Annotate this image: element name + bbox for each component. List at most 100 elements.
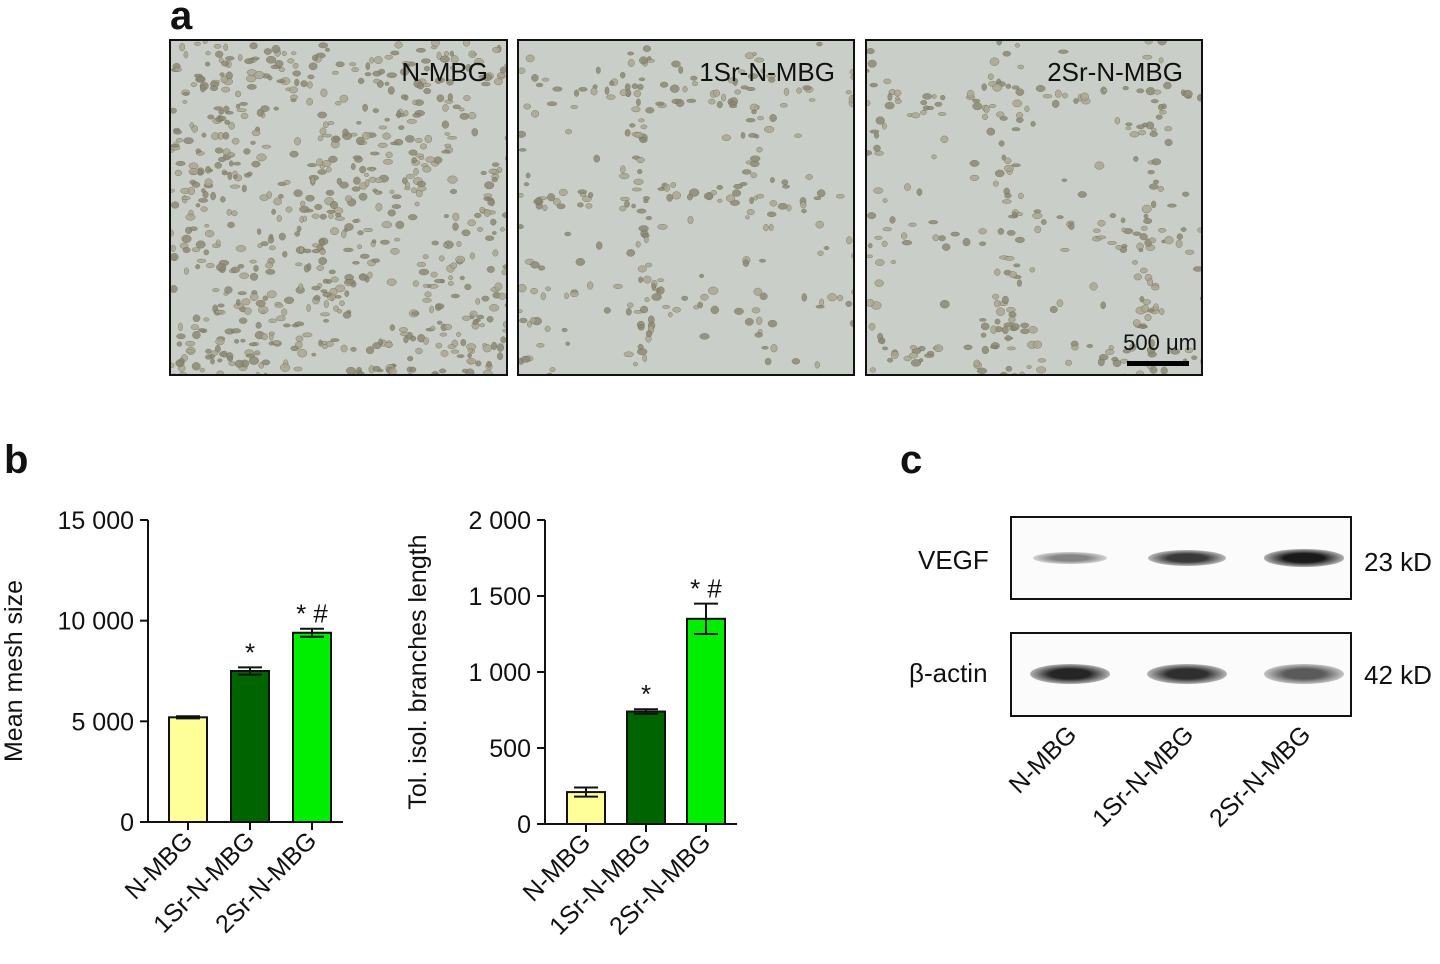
cell — [867, 243, 873, 249]
cell — [492, 249, 499, 257]
cell — [980, 332, 987, 338]
cell — [431, 41, 440, 47]
cell — [816, 41, 823, 47]
cell — [497, 352, 504, 361]
cell — [767, 319, 778, 328]
cell — [682, 85, 688, 93]
bar — [168, 716, 208, 824]
cell — [422, 165, 432, 173]
cell — [250, 140, 256, 145]
cell — [199, 367, 206, 373]
cell — [436, 51, 442, 60]
bar — [292, 631, 332, 823]
cell — [638, 225, 649, 232]
cell — [671, 60, 681, 68]
cell — [387, 209, 396, 217]
cell — [326, 209, 336, 214]
blot-band — [1030, 664, 1110, 684]
cell — [625, 307, 632, 316]
cell — [398, 125, 405, 130]
cell — [732, 189, 742, 197]
cell — [520, 355, 531, 363]
cell — [595, 241, 603, 250]
cell — [322, 292, 332, 298]
cell — [268, 318, 278, 324]
cell — [656, 286, 665, 295]
cell — [188, 168, 199, 176]
cell — [203, 317, 210, 322]
cell — [1042, 94, 1053, 99]
cell — [639, 56, 648, 65]
cell — [220, 196, 226, 203]
cell — [754, 134, 760, 139]
cell — [805, 174, 813, 180]
cell — [1001, 326, 1009, 335]
cell — [345, 366, 357, 374]
cell — [399, 68, 410, 76]
cell — [273, 106, 280, 111]
cell — [390, 247, 400, 255]
cell — [519, 130, 527, 138]
cell — [244, 307, 252, 315]
cell — [226, 208, 232, 216]
cell — [316, 158, 324, 167]
cell — [363, 172, 370, 177]
cell — [486, 360, 492, 368]
cell — [378, 338, 384, 346]
cell — [609, 80, 615, 86]
cell — [411, 187, 417, 194]
cell — [1004, 336, 1014, 341]
cell — [491, 162, 500, 167]
cell — [386, 278, 397, 286]
cell — [218, 115, 227, 121]
cell — [1058, 49, 1069, 54]
cell — [411, 157, 417, 164]
blot-size-label-actin: 42 kD — [1364, 660, 1432, 690]
cell — [369, 56, 375, 64]
cell — [637, 265, 647, 273]
cell — [261, 333, 268, 341]
cell — [339, 181, 349, 189]
cell — [319, 213, 327, 220]
cell — [1001, 199, 1012, 204]
cell — [237, 291, 247, 296]
cell — [1202, 179, 1203, 186]
cell — [990, 325, 997, 334]
cell — [195, 203, 201, 208]
cell — [369, 167, 376, 172]
cell — [285, 206, 293, 213]
cell — [209, 85, 219, 92]
cell — [227, 221, 235, 229]
cell — [637, 83, 644, 91]
cell — [299, 246, 304, 254]
cell — [565, 128, 572, 135]
cell — [585, 203, 593, 209]
cell — [770, 344, 778, 353]
cell — [988, 104, 997, 109]
cell — [1122, 85, 1129, 91]
cell — [1157, 41, 1167, 46]
cell — [777, 202, 788, 210]
cell — [1032, 340, 1043, 349]
cell — [372, 78, 381, 84]
cell — [218, 156, 226, 163]
cell — [651, 283, 657, 291]
cell — [203, 249, 210, 256]
cell — [1015, 112, 1024, 119]
cell — [386, 72, 398, 79]
cell — [998, 140, 1005, 147]
cell — [215, 50, 224, 58]
cell — [235, 90, 242, 98]
cell — [986, 127, 996, 136]
cell — [869, 367, 876, 373]
cell — [266, 290, 277, 299]
blot-lane-labels: N-MBG 1Sr-N-MBG 2Sr-N-MBG — [1004, 720, 1317, 832]
cell — [371, 258, 381, 263]
cell — [972, 102, 983, 111]
cell — [365, 346, 375, 355]
cell — [391, 204, 402, 209]
cell — [619, 71, 626, 79]
cell — [407, 355, 414, 362]
cell — [290, 94, 299, 100]
cell — [1034, 225, 1042, 234]
